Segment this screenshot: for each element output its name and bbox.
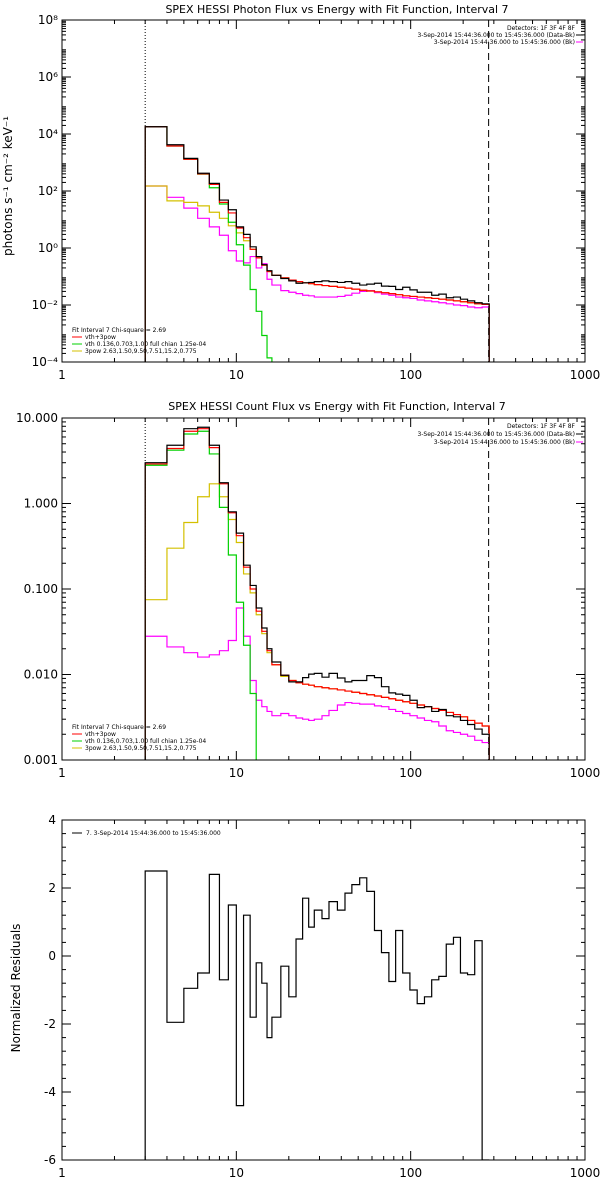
photon-flux-y-tick-label: 10⁸ — [38, 13, 58, 27]
count-flux-fit-header: Fit Interval 7 Chi-square = 2.69 — [72, 724, 166, 731]
count-flux-vth-label: vth 0.136,0.703,1.00 full chian 1.25e-04 — [85, 738, 206, 745]
residuals-y-tick-label: 4 — [48, 813, 56, 827]
photon-flux-vth3pow-label: vth+3pow — [85, 334, 116, 341]
count-flux-y-tick-label: 10.000 — [16, 411, 58, 425]
residuals-y-tick-label: 0 — [48, 949, 56, 963]
residuals-legend: 7. 3-Sep-2014 15:44:36.000 to 15:45:36.0… — [72, 830, 221, 837]
residuals-y-tick-label: 2 — [48, 881, 56, 895]
count-flux-series-bk — [144, 607, 490, 760]
count-flux-title: SPEX HESSI Count Flux vs Energy with Fit… — [168, 400, 505, 413]
photon-flux-x-tick-label: 10 — [229, 368, 244, 382]
photon-flux-y-tick-label: 10⁰ — [38, 241, 58, 255]
photon-flux-fit-legend: Fit Interval 7 Chi-square = 2.69 vth+3po… — [72, 327, 206, 355]
count-flux-panel: SPEX HESSI Count Flux vs Energy with Fit… — [16, 400, 600, 780]
photon-flux-y-tick-label: 10⁶ — [38, 70, 58, 84]
photon-flux-title: SPEX HESSI Photon Flux vs Energy with Fi… — [165, 3, 508, 16]
photon-flux-data-interval: 3-Sep-2014 15:44:36.000 to 15:45:36.000 … — [417, 32, 575, 39]
residuals-x-tick-label: 100 — [399, 1166, 422, 1180]
photon-flux-series-bk — [144, 185, 490, 362]
photon-flux-vth-label: vth 0.136,0.703,1.00 full chian 1.25e-04 — [85, 341, 206, 348]
photon-flux-x-tick-label: 100 — [399, 368, 422, 382]
residuals-y-tick-label: -4 — [44, 1085, 56, 1099]
count-flux-y-tick-label: 0.001 — [24, 753, 58, 767]
count-flux-y-tick-label: 0.100 — [24, 582, 58, 596]
residuals-y-tick-label: -2 — [44, 1017, 56, 1031]
count-flux-series-data-bk — [144, 426, 490, 760]
count-flux-data-interval: 3-Sep-2014 15:44:36.000 to 15:45:36.000 … — [417, 431, 575, 438]
count-flux-info-box: Detectors: 1F 3F 4F 8F 3-Sep-2014 15:44:… — [417, 423, 583, 446]
count-flux-plot: 1 10 100 1000 0.001 0.010 0.100 1.000 10.000 — [16, 411, 600, 780]
photon-flux-x-tick-label: 1 — [58, 368, 66, 382]
residuals-series-residuals — [144, 870, 490, 1160]
photon-flux-series-data-bk — [144, 126, 490, 362]
photon-flux-3pow-label: 3pow 2.63,1.50,9.50,7.51,15.2,0.775 — [85, 348, 197, 355]
residuals-panel: Normalized Residuals 1 10 100 1000 -6 -4 -2 0 2 4… — [9, 813, 600, 1180]
photon-flux-y-tick-label: 10² — [38, 184, 58, 198]
photon-flux-fit-header: Fit Interval 7 Chi-square = 2.69 — [72, 327, 166, 334]
photon-flux-x-tick-label: 1000 — [570, 368, 600, 382]
photon-flux-ylabel: photons s⁻¹ cm⁻² keV⁻¹ — [1, 116, 15, 256]
residuals-axes-frame — [61, 819, 586, 1161]
count-flux-x-tick-label: 1 — [58, 766, 66, 780]
photon-flux-y-tick-label: 10⁻⁴ — [32, 355, 59, 369]
residuals-x-tick-label: 1000 — [570, 1166, 600, 1180]
count-flux-y-tick-label: 0.010 — [24, 668, 58, 682]
count-flux-series-vth — [144, 430, 257, 760]
photon-flux-detectors: Detectors: 1F 3F 4F 8F — [507, 25, 576, 32]
count-flux-vth3pow-label: vth+3pow — [85, 731, 116, 738]
count-flux-bk-interval: 3-Sep-2014 15:44:36.000 to 15:45:36.000 … — [434, 439, 575, 446]
photon-flux-y-tick-label: 10⁴ — [38, 127, 58, 141]
count-flux-x-tick-label: 10 — [229, 766, 244, 780]
residuals-x-tick-label: 1 — [58, 1166, 66, 1180]
photon-flux-panel: SPEX HESSI Photon Flux vs Energy with Fi… — [1, 3, 600, 382]
residuals-y-tick-label: -6 — [44, 1153, 56, 1167]
count-flux-fit-legend: Fit Interval 7 Chi-square = 2.69 vth+3po… — [72, 724, 206, 752]
residuals-ylabel: Normalized Residuals — [9, 924, 23, 1053]
photon-flux-bk-interval: 3-Sep-2014 15:44:36.000 to 15:45:36.000 … — [434, 39, 575, 46]
residuals-plot: 1 10 100 1000 -6 -4 -2 0 2 4 — [44, 813, 600, 1180]
residuals-legend-label: 7. 3-Sep-2014 15:44:36.000 to 15:45:36.0… — [86, 830, 221, 837]
residuals-x-tick-label: 10 — [229, 1166, 244, 1180]
count-flux-3pow-label: 3pow 2.63,1.50,9.50,7.51,15.2,0.775 — [85, 745, 197, 752]
count-flux-x-tick-label: 1000 — [570, 766, 600, 780]
count-flux-x-tick-label: 100 — [399, 766, 422, 780]
photon-flux-y-tick-label: 10⁻² — [32, 298, 59, 312]
photon-flux-info-box: Detectors: 1F 3F 4F 8F 3-Sep-2014 15:44:… — [417, 25, 583, 46]
count-flux-y-tick-label: 1.000 — [24, 497, 58, 511]
count-flux-detectors: Detectors: 1F 3F 4F 8F — [507, 423, 576, 430]
photon-flux-plot: 1 10 100 1000 10⁻⁴ 10⁻² 10⁰ 10² 10⁴ 10⁶ 10⁸ — [32, 13, 600, 382]
